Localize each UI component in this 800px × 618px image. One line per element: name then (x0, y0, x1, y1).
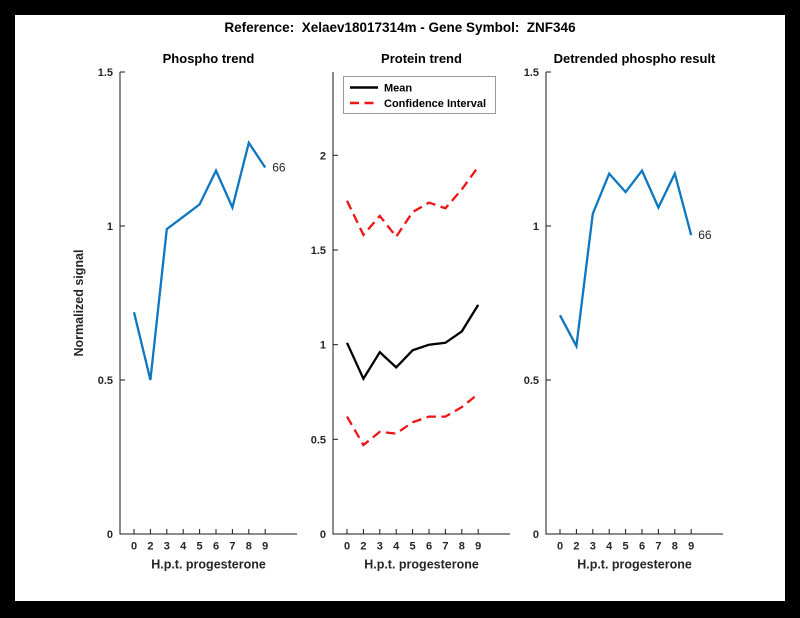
x-tick-label: 6 (426, 541, 432, 553)
end-point-annotation: 66 (698, 228, 712, 242)
x-tick-label: 3 (164, 541, 170, 553)
x-tick-label: 4 (393, 541, 400, 553)
x-axis-label: H.p.t. progesterone (577, 558, 692, 572)
x-tick-label: 8 (246, 541, 252, 553)
detrended-phospho-signal-line (558, 168, 693, 350)
y-tick-label: 0 (533, 529, 539, 541)
x-axis-label: H.p.t. progesterone (364, 558, 479, 572)
y-tick-label: 0.5 (98, 375, 113, 387)
x-tick-label: 0 (131, 541, 137, 553)
y-axis-label: Normalized signal (72, 250, 86, 357)
x-tick-label: 5 (623, 541, 629, 553)
x-tick-label: 7 (442, 541, 448, 553)
x-tick-label: 9 (475, 541, 481, 553)
phospho-signal-line (132, 140, 267, 381)
panel-title: Detrended phospho result (554, 51, 716, 66)
panel-title: Protein trend (381, 51, 462, 66)
x-tick-label: 7 (229, 541, 235, 553)
x-tick-label: 5 (197, 541, 203, 553)
y-tick-label: 1.5 (311, 245, 326, 257)
x-tick-label: 4 (606, 541, 613, 553)
x-tick-label: 2 (573, 541, 579, 553)
x-tick-label: 5 (410, 541, 416, 553)
y-tick-label: 0 (320, 529, 326, 541)
x-tick-label: 8 (459, 541, 465, 553)
y-tick-label: 1.5 (524, 67, 539, 79)
legend: Mean Confidence Interval (343, 76, 496, 114)
x-tick-label: 9 (262, 541, 268, 553)
end-point-annotation: 66 (272, 160, 286, 174)
x-tick-label: 6 (213, 541, 219, 553)
mean-line (345, 304, 480, 382)
x-tick-label: 4 (180, 541, 187, 553)
x-tick-label: 0 (344, 541, 350, 553)
x-tick-label: 8 (672, 541, 678, 553)
x-tick-label: 7 (655, 541, 661, 553)
y-tick-label: 1 (107, 221, 113, 233)
y-tick-label: 0 (107, 529, 113, 541)
y-tick-label: 1.5 (98, 67, 113, 79)
confidence-interval-upper-line (345, 166, 480, 239)
y-tick-label: 1 (533, 221, 539, 233)
x-tick-label: 6 (639, 541, 645, 553)
x-tick-label: 2 (360, 541, 366, 553)
x-tick-label: 3 (377, 541, 383, 553)
y-tick-label: 0.5 (311, 434, 326, 446)
y-tick-label: 2 (320, 150, 326, 162)
x-axis-label: H.p.t. progesterone (151, 558, 266, 572)
legend-box (343, 76, 496, 114)
y-tick-label: 0.5 (524, 375, 539, 387)
x-tick-label: 0 (557, 541, 563, 553)
legend-mean-label: Mean (384, 83, 412, 95)
y-tick-label: 1 (320, 340, 326, 352)
figure-title: Reference: Xelaev18017314m - Gene Symbol… (224, 20, 576, 35)
confidence-interval-lower-line (346, 393, 479, 447)
x-tick-label: 3 (590, 541, 596, 553)
legend-confidence-interval-label: Confidence Interval (384, 98, 486, 110)
x-tick-label: 2 (147, 541, 153, 553)
panel-title: Phospho trend (163, 51, 255, 66)
x-tick-label: 9 (688, 541, 694, 553)
